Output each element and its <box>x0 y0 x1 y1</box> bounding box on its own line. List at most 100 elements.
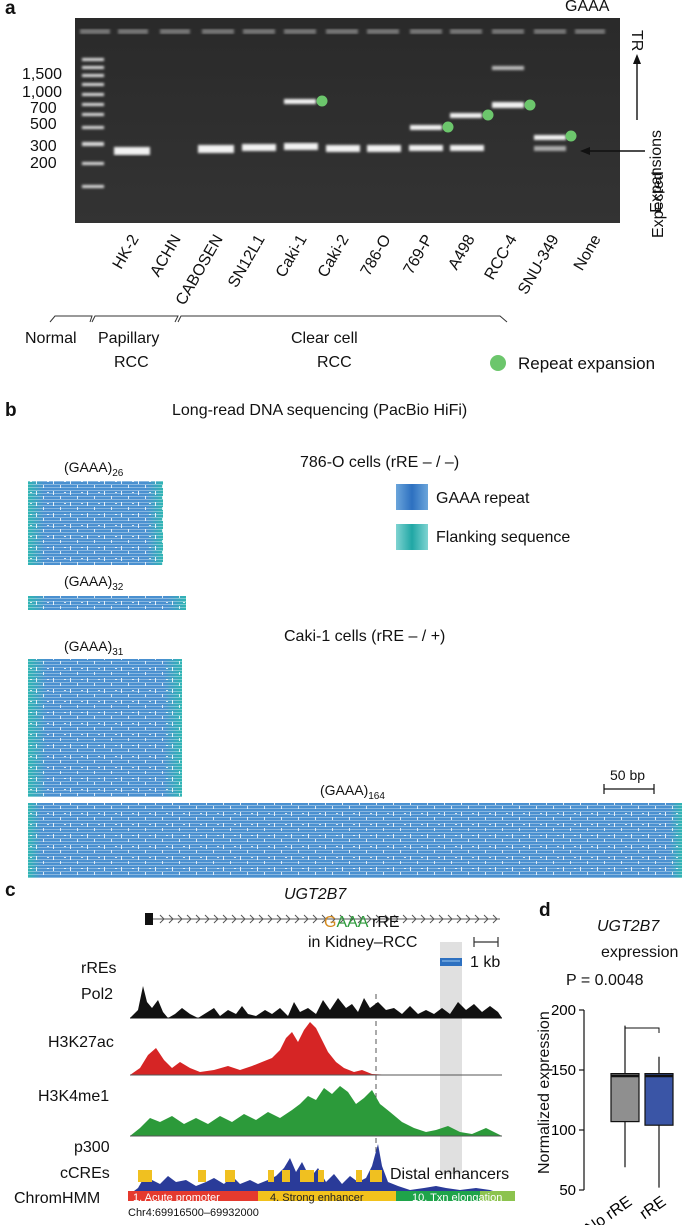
chevron-icon <box>330 914 336 924</box>
rre-label-g: G <box>324 914 337 931</box>
read-block-gaaa164-svg <box>28 803 682 878</box>
read-label-26-sub: 26 <box>112 467 124 479</box>
distal-enhancers-label: Distal enhancers <box>390 1166 510 1183</box>
chevron-icon <box>285 914 291 924</box>
track-h3k27ac <box>130 1022 390 1075</box>
gene-name: UGT2B7 <box>284 886 347 903</box>
box-rre <box>644 1072 674 1126</box>
panel-d-letter: d <box>539 900 551 921</box>
chevron-icon <box>357 914 363 924</box>
chart-title-gene: UGT2B7 <box>597 918 660 935</box>
legend-gaaa-repeat: GAAA repeat <box>436 490 530 507</box>
read-label-32-base: (GAAA) <box>64 573 113 589</box>
chevron-icon <box>474 914 480 924</box>
rre-label-rest: rRE <box>367 914 400 931</box>
ladder-label-300: 300 <box>30 138 57 155</box>
group-clear-cell-rcc: RCC <box>317 354 352 371</box>
gene-exon <box>145 913 153 925</box>
chromhmm-state-10: 10. Txn elongation <box>412 1192 503 1204</box>
cell-line-786o: 786-O cells (rRE – / –) <box>300 454 460 471</box>
rre-label-aaa: AAA <box>336 914 368 931</box>
genomic-coordinates: Chr4:69916500–69932000 <box>128 1207 259 1219</box>
tr-label: TR <box>628 30 645 52</box>
chevron-icon <box>483 914 489 924</box>
chromhmm-state-4: 4. Strong enhancer <box>270 1192 364 1204</box>
chevron-icon <box>258 914 264 924</box>
track-p300 <box>130 1144 502 1194</box>
chevron-icon <box>393 914 399 924</box>
ladder-label-1500: 1,500 <box>22 66 63 83</box>
rre-label-line2: in Kidney–RCC <box>308 934 418 951</box>
chevron-icon <box>348 914 354 924</box>
read-label-164-base: (GAAA) <box>320 782 369 798</box>
chevron-icon <box>312 914 318 924</box>
annotation-tracks <box>128 1170 515 1201</box>
ladder-label-700: 700 <box>30 100 57 117</box>
chevron-icon <box>240 914 246 924</box>
gaaa-label: GAAA <box>565 0 610 15</box>
p-value-label: P = 0.0048 <box>566 972 644 989</box>
gel-wells <box>80 29 605 34</box>
group-papillary: Papillary <box>98 330 160 347</box>
legend-repeat-swatch <box>396 484 428 510</box>
chevron-icon <box>456 914 462 924</box>
ladder-label-1000: 1,000 <box>22 84 63 101</box>
chevron-icon <box>213 914 219 924</box>
read-label-26: (GAAA)26 <box>64 459 123 479</box>
chevron-icon <box>276 914 282 924</box>
panel-c-letter: c <box>5 880 16 901</box>
chevron-icon <box>249 914 255 924</box>
ladder-label-500: 500 <box>30 116 57 133</box>
chevron-icon <box>195 914 201 924</box>
chevron-icon <box>303 914 309 924</box>
box-plot: 50 100 150 200 No rRE rRE <box>551 1002 674 1225</box>
chevron-icon <box>231 914 237 924</box>
track-label-chromhmm: ChromHMM <box>14 1190 101 1207</box>
p-value-bracket <box>624 1027 660 1033</box>
chevron-icon <box>204 914 210 924</box>
legend-repeat-expansion: Repeat expansion <box>518 354 656 373</box>
read-label-31-sub: 31 <box>112 646 124 658</box>
track-ccres <box>138 1170 382 1182</box>
dna-ladder <box>82 58 104 188</box>
genome-browser <box>130 913 502 1195</box>
chevron-icon <box>159 914 165 924</box>
legend-dot <box>490 355 506 371</box>
gel-image <box>75 18 620 223</box>
chevron-icon <box>186 914 192 924</box>
expansion-bands <box>284 66 566 140</box>
rre-marker <box>440 958 462 966</box>
chevron-icon <box>429 914 435 924</box>
chevron-icon <box>447 914 453 924</box>
group-clear-cell: Clear cell <box>291 330 358 347</box>
track-label-ccres: cCREs <box>60 1165 110 1182</box>
chevron-icon <box>465 914 471 924</box>
read-block-gaaa32 <box>28 596 186 610</box>
track-label-h3k27ac: H3K27ac <box>48 1034 114 1051</box>
chevron-icon <box>294 914 300 924</box>
track-label-pol2: Pol2 <box>81 986 114 1003</box>
gene-strand-chevrons <box>159 914 498 924</box>
gel-figure <box>49 18 645 371</box>
read-block-gaaa164 <box>28 803 682 878</box>
chevron-icon <box>366 914 372 924</box>
chevron-icon <box>402 914 408 924</box>
chevron-icon <box>492 914 498 924</box>
read-block-gaaa31 <box>28 659 182 797</box>
y-tick-label: 200 <box>551 1002 576 1019</box>
scale-bar-50bp <box>603 784 655 794</box>
chart-title-expression: expression <box>601 944 679 961</box>
read-label-31-base: (GAAA) <box>64 638 113 654</box>
panel-b-title: Long-read DNA sequencing (PacBio HiFi) <box>172 402 468 419</box>
read-label-32: (GAAA)32 <box>64 573 123 593</box>
track-h3k4me1 <box>130 1086 502 1136</box>
chevron-icon <box>375 914 381 924</box>
read-label-164: (GAAA)164 <box>320 782 385 802</box>
y-tick-label: 150 <box>551 1062 576 1079</box>
group-brackets <box>49 315 508 323</box>
read-block-gaaa26 <box>28 481 163 565</box>
read-pileups <box>28 481 655 797</box>
chevron-icon <box>438 914 444 924</box>
track-pol2 <box>130 986 502 1018</box>
x-tick-label: rRE <box>637 1193 669 1223</box>
